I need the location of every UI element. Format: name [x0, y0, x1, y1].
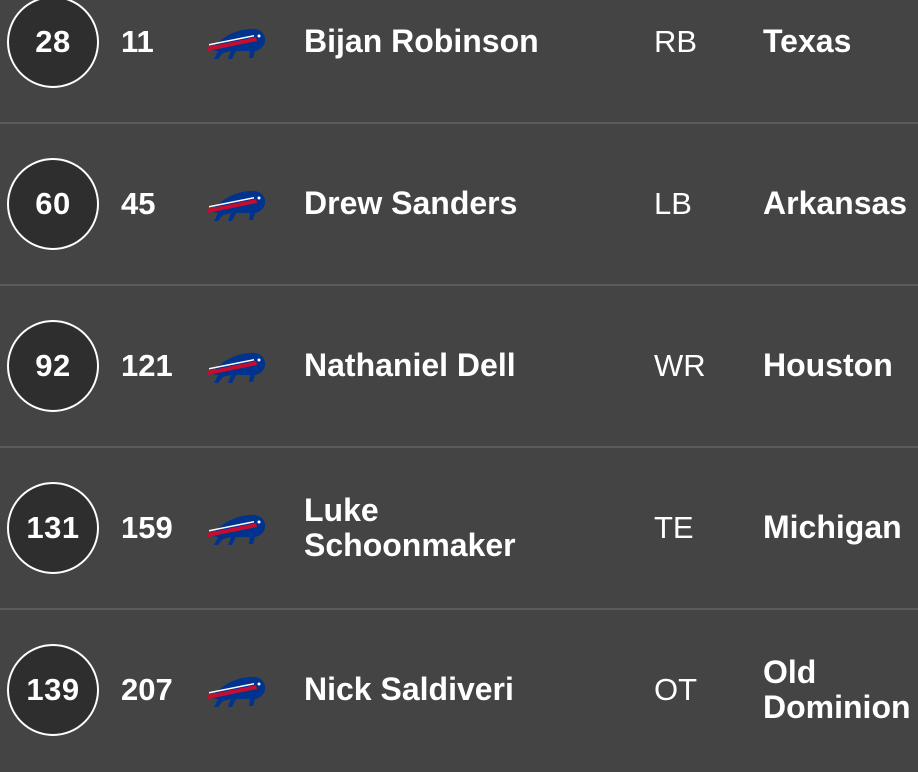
pick-number-badge: 60: [7, 158, 99, 250]
bills-logo-icon: [207, 514, 266, 545]
player-name[interactable]: Luke Schoonmaker: [304, 491, 516, 563]
player-position: LB: [654, 186, 692, 221]
pick-row[interactable]: 131 159 Luke Schoonmaker TE Michigan: [0, 448, 918, 610]
player-position: RB: [654, 24, 698, 59]
bills-logo-icon: [207, 676, 266, 707]
player-name[interactable]: Bijan Robinson: [304, 23, 539, 60]
player-school: Old Dominion: [763, 653, 911, 725]
player-rank: 11: [121, 24, 154, 59]
player-name[interactable]: Drew Sanders: [304, 185, 518, 222]
pick-number-badge: 92: [7, 320, 99, 412]
player-position: WR: [654, 348, 706, 383]
pick-row[interactable]: 28 11 Bijan Robinson RB Texas: [0, 0, 918, 124]
player-school: Michigan: [763, 509, 902, 546]
player-rank: 159: [121, 510, 173, 545]
bills-logo-icon: [207, 352, 266, 383]
player-school: Texas: [763, 23, 852, 60]
pick-number-badge: 131: [7, 482, 99, 574]
player-name[interactable]: Nick Saldiveri: [304, 671, 514, 708]
bills-logo-icon: [207, 190, 266, 221]
pick-number-badge: 139: [7, 644, 99, 736]
player-rank: 121: [121, 348, 173, 383]
bills-logo-icon: [207, 28, 266, 59]
player-school: Houston: [763, 347, 893, 384]
pick-row[interactable]: 60 45 Drew Sanders LB Arkansas: [0, 124, 918, 286]
player-name[interactable]: Nathaniel Dell: [304, 347, 516, 384]
player-school: Arkansas: [763, 185, 908, 222]
player-rank: 45: [121, 186, 156, 221]
player-rank: 207: [121, 672, 173, 707]
player-position: OT: [654, 672, 698, 707]
pick-row[interactable]: 139 207 Nick Saldiveri OT Old Dominion: [0, 610, 918, 772]
pick-number-badge: 28: [7, 0, 99, 88]
player-position: TE: [654, 510, 694, 545]
pick-row[interactable]: 92 121 Nathaniel Dell WR Houston: [0, 286, 918, 448]
